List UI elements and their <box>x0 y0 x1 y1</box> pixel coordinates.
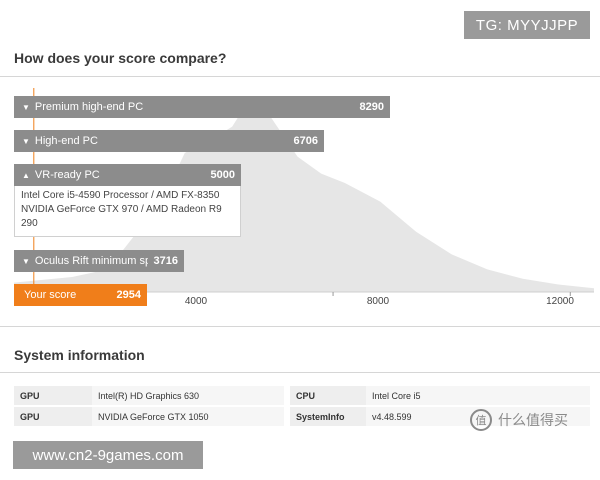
x-tick-label: 12000 <box>546 296 574 307</box>
vr-detail-line: NVIDIA GeForce GTX 970 / AMD Radeon R9 <box>21 204 222 215</box>
bar-high-end-pc[interactable]: ▼ High-end PC 6706 <box>14 130 324 152</box>
bar-label: Your score <box>24 289 77 301</box>
vr-ready-details: Intel Core i5-4590 Processor / AMD FX-83… <box>14 186 241 237</box>
compare-divider <box>0 76 600 77</box>
distribution-area <box>14 104 594 292</box>
url-banner: www.cn2-9games.com <box>13 441 203 469</box>
bar-premium-high-end-pc[interactable]: ▼ Premium high-end PC 8290 <box>14 96 390 118</box>
gpu-value: NVIDIA GeForce GTX 1050 <box>92 407 284 426</box>
bar-value: 6706 <box>293 135 318 147</box>
gpu-value: Intel(R) HD Graphics 630 <box>92 386 284 405</box>
gpu-key: GPU <box>14 386 92 405</box>
bar-value: 2954 <box>116 289 141 301</box>
chevron-down-icon: ▼ <box>22 256 30 266</box>
section-divider <box>0 326 600 327</box>
system-divider <box>0 372 600 373</box>
bar-value: 8290 <box>359 101 384 113</box>
table-row: GPU Intel(R) HD Graphics 630 CPU Intel C… <box>14 386 590 405</box>
chevron-down-icon: ▼ <box>22 102 30 112</box>
vr-detail-line: 290 <box>21 218 38 229</box>
bar-label: High-end PC <box>34 135 98 147</box>
bar-oculus-rift-minimum-spec[interactable]: ▼ Oculus Rift minimum spe 3716 <box>14 250 184 272</box>
bar-value: 5000 <box>210 169 235 181</box>
cpu-key: CPU <box>290 386 366 405</box>
system-info-table: GPU Intel(R) HD Graphics 630 CPU Intel C… <box>14 384 590 428</box>
tg-badge: TG: MYYJJPP <box>464 11 590 39</box>
chevron-down-icon: ▼ <box>22 136 30 146</box>
compare-title: How does your score compare? <box>14 50 227 66</box>
system-info-title: System information <box>14 347 145 363</box>
bar-label: Premium high-end PC <box>34 101 144 113</box>
bar-vr-ready-pc[interactable]: ▲ VR-ready PC 5000 <box>14 164 241 186</box>
vr-detail-line: Intel Core i5-4590 Processor / AMD FX-83… <box>21 190 220 201</box>
cpu-value: Intel Core i5 <box>366 386 590 405</box>
bar-your-score[interactable]: Your score 2954 <box>14 284 147 306</box>
x-tick-label: 4000 <box>184 296 208 307</box>
watermark-text: 什么值得买 <box>498 412 568 428</box>
smzdm-logo-icon: 值 <box>470 409 492 431</box>
bar-label: Oculus Rift minimum spe <box>34 255 148 267</box>
bar-label: VR-ready PC <box>34 169 100 181</box>
systeminfo-key: SystemInfo <box>290 407 366 426</box>
bar-value: 3716 <box>153 255 178 267</box>
gpu-key: GPU <box>14 407 92 426</box>
chevron-up-icon: ▲ <box>22 170 30 180</box>
x-tick-label: 8000 <box>366 296 390 307</box>
watermark: 值 什么值得买 <box>470 409 568 431</box>
